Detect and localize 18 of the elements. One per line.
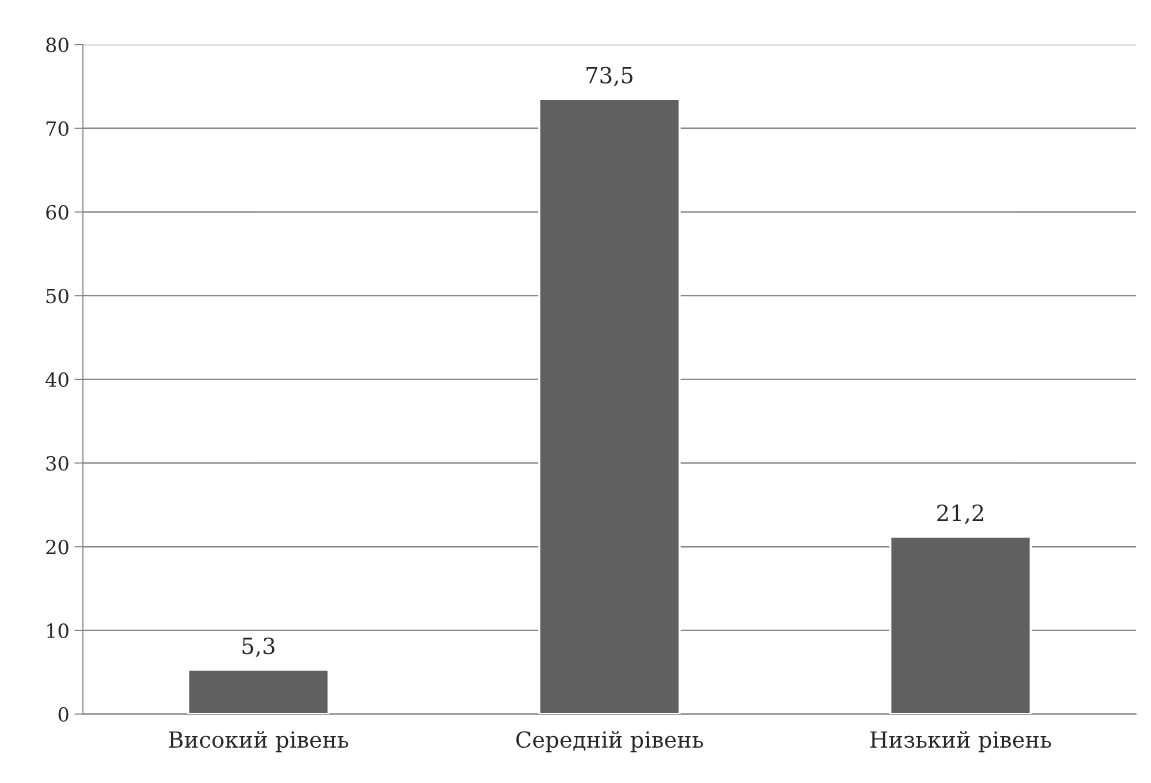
data-label: 5,3	[242, 637, 275, 658]
data-label: 21,2	[937, 504, 984, 524]
x-tick-label: Високий рівень	[168, 730, 349, 753]
y-tick-label: 60	[46, 204, 69, 220]
x-tick-label: Середній рівень	[516, 730, 703, 753]
y-tick-label: 40	[45, 372, 69, 388]
y-tick-label: 0	[58, 707, 69, 722]
bar	[187, 668, 330, 715]
data-label: 73,5	[586, 66, 633, 87]
x-tick-label: Низький рівень	[870, 730, 1052, 753]
y-tick-label: 50	[46, 288, 69, 304]
y-tick-label: 30	[46, 456, 69, 471]
bar	[889, 535, 1032, 715]
y-tick-label: 10	[47, 623, 69, 639]
y-tick-label: 70	[46, 121, 69, 136]
y-tick-label: 80	[46, 37, 69, 53]
bar	[538, 97, 681, 715]
y-tick-label: 20	[46, 539, 69, 555]
